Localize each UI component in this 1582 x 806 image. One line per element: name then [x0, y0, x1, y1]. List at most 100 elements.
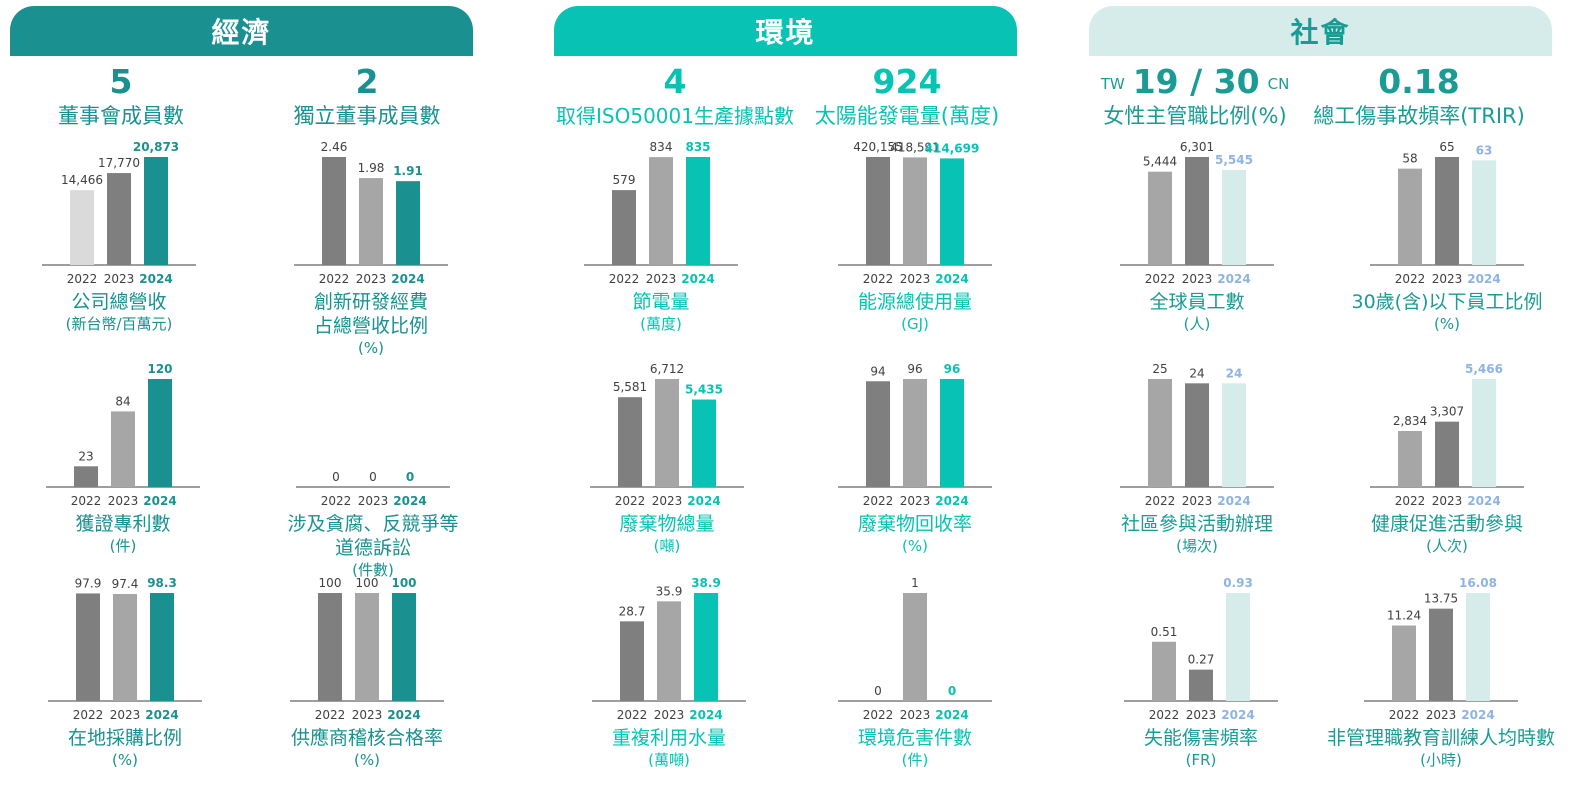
chart-plot: 579 2022 834 2023 835 2024 — [584, 140, 738, 286]
bar-value-label: 84 — [115, 394, 130, 408]
bar — [612, 190, 636, 265]
chart-title-line: 廢棄物回收率 — [857, 513, 972, 535]
chart-under30-ratio: 58 2022 65 2023 63 2024 30歲(含)以下員工比例 (%) — [1322, 140, 1572, 370]
chart-title: 健康促進活動參與 (人次) — [1322, 512, 1572, 556]
kpi-value: 924 — [872, 62, 942, 101]
bar-value-label: 1 — [911, 576, 919, 590]
chart-unit: (GJ) — [901, 315, 929, 333]
bar-value-label: 13.75 — [1424, 592, 1458, 606]
chart-health-participation: 2,834 2022 3,307 2023 5,466 2024 健康促進活動參與 (人次) — [1322, 362, 1572, 592]
bar-value-label: 100 — [391, 576, 416, 590]
bar — [1392, 625, 1416, 701]
bar-value-label: 6,712 — [650, 362, 684, 376]
x-tick-label: 2024 — [935, 494, 968, 508]
bar — [618, 397, 642, 487]
chart-unit: (萬度) — [640, 315, 682, 333]
chart-title: 失能傷害頻率 (FR) — [1076, 726, 1326, 770]
bar — [903, 379, 927, 487]
bar-value-label: 120 — [147, 362, 172, 376]
chart-local-procurement: 97.9 2022 97.4 2023 98.3 2024 在地採購比例 (%) — [0, 576, 250, 806]
kpi-solar-generation: 924 太陽能發電量(萬度) — [782, 62, 1032, 130]
section-header-society: 社會 — [1089, 6, 1552, 56]
kpi-board-members: 5 董事會成員數 — [0, 62, 246, 130]
x-tick-label: 2024 — [143, 494, 176, 508]
kpi-label: 取得ISO50001生產據點數 — [556, 104, 794, 128]
chart-plot: 23 2022 84 2023 120 2024 — [46, 362, 200, 508]
x-tick-label: 2023 — [1432, 494, 1463, 508]
chart-unit: (人) — [1183, 315, 1211, 333]
x-tick-label: 2024 — [1467, 272, 1500, 286]
bar — [107, 173, 131, 265]
bar-value-label: 97.4 — [112, 577, 139, 591]
x-tick-label: 2023 — [900, 708, 931, 722]
x-tick-label: 2023 — [1186, 708, 1217, 722]
bar-value-label: 5,466 — [1465, 362, 1503, 376]
bar — [1472, 160, 1496, 265]
bar — [1222, 383, 1246, 487]
bar-value-label: 14,466 — [61, 173, 103, 187]
chart-rd-ratio: 2.46 2022 1.98 2023 1.91 2024 創新研發經費 占總營收比例 (%) — [246, 140, 496, 370]
x-tick-label: 2022 — [863, 494, 894, 508]
bar — [1429, 608, 1453, 701]
chart-title: 在地採購比例 (%) — [0, 726, 250, 770]
chart-title: 公司總營收 (新台幣/百萬元) — [0, 290, 244, 334]
chart-waste-total: 5,581 2022 6,712 2023 5,435 2024 廢棄物總量 (噸) — [542, 362, 792, 592]
x-tick-label: 2022 — [321, 494, 352, 508]
bar-value-label: 5,435 — [685, 383, 723, 397]
bar — [620, 621, 644, 701]
bar-value-label: 100 — [356, 576, 379, 590]
x-tick-label: 2022 — [315, 708, 346, 722]
kpi-label: 女性主管職比例(%) — [1103, 104, 1287, 128]
bar — [649, 157, 673, 265]
kpi-tag-tw: TW — [1100, 74, 1125, 93]
chart-plot: 2.46 2022 1.98 2023 1.91 2024 — [294, 140, 448, 286]
chart-title-line: 30歲(含)以下員工比例 — [1351, 291, 1543, 313]
chart-title-line: 失能傷害頻率 — [1143, 727, 1258, 749]
bar — [655, 379, 679, 487]
x-tick-label: 2024 — [1461, 708, 1494, 722]
chart-title: 廢棄物回收率 (%) — [790, 512, 1040, 556]
kpi-label: 總工傷事故頻率(TRIR) — [1313, 104, 1525, 128]
bar-value-label: 0 — [874, 684, 882, 698]
bar-value-label: 11.24 — [1387, 609, 1421, 623]
bar-value-label: 96 — [944, 362, 961, 376]
x-tick-label: 2024 — [687, 494, 720, 508]
chart-plot: 5,444 2022 6,301 2023 5,545 2024 — [1120, 140, 1274, 286]
x-tick-label: 2022 — [71, 494, 102, 508]
chart-plot: 0 2022 1 2023 0 2024 — [838, 576, 992, 722]
bar — [686, 157, 710, 265]
kpi-iso50001-sites: 4 取得ISO50001生產據點數 — [550, 62, 800, 130]
kpi-value: 0.18 — [1378, 62, 1460, 101]
bar — [76, 593, 100, 701]
bar — [694, 593, 718, 701]
chart-title-line-2: 占總營收比例 — [313, 315, 428, 337]
chart-plot: 100 2022 100 2023 100 2024 — [290, 576, 444, 722]
chart-title-line-2: 道德訴訟 — [334, 537, 411, 559]
x-tick-label: 2022 — [1395, 494, 1426, 508]
bar — [657, 601, 681, 701]
chart-plot: 58 2022 65 2023 63 2024 — [1370, 140, 1524, 286]
bar-value-label: 35.9 — [656, 584, 683, 598]
chart-unit: (%) — [112, 751, 138, 769]
bar — [1148, 379, 1172, 487]
bar — [355, 593, 379, 701]
bar-value-label: 2,834 — [1393, 414, 1427, 428]
kpi-value: TW 19 / 30 CN — [1070, 62, 1320, 102]
chart-reused-water: 28.7 2022 35.9 2023 38.9 2024 重複利用水量 (萬噸) — [544, 576, 794, 806]
kpi-independent-directors: 2 獨立董事成員數 — [242, 62, 492, 130]
chart-env-hazards: 0 2022 1 2023 0 2024 環境危害件數 (件) — [790, 576, 1040, 806]
chart-unit: (件) — [109, 537, 137, 555]
chart-title-line: 重複利用水量 — [611, 727, 726, 749]
bar-value-label: 0.27 — [1188, 653, 1215, 667]
bar-value-label: 1.91 — [393, 164, 423, 178]
chart-title-line: 涉及貪腐、反競爭等 — [287, 513, 459, 535]
kpi-value-text: 19 / 30 — [1132, 62, 1260, 101]
bar-value-label: 5,444 — [1143, 155, 1177, 169]
bar — [396, 181, 420, 265]
x-tick-label: 2023 — [646, 272, 677, 286]
bar — [322, 157, 346, 265]
bar — [1189, 669, 1213, 701]
chart-title: 30歲(含)以下員工比例 (%) — [1322, 290, 1572, 334]
bar — [74, 466, 98, 487]
bar — [359, 178, 383, 265]
